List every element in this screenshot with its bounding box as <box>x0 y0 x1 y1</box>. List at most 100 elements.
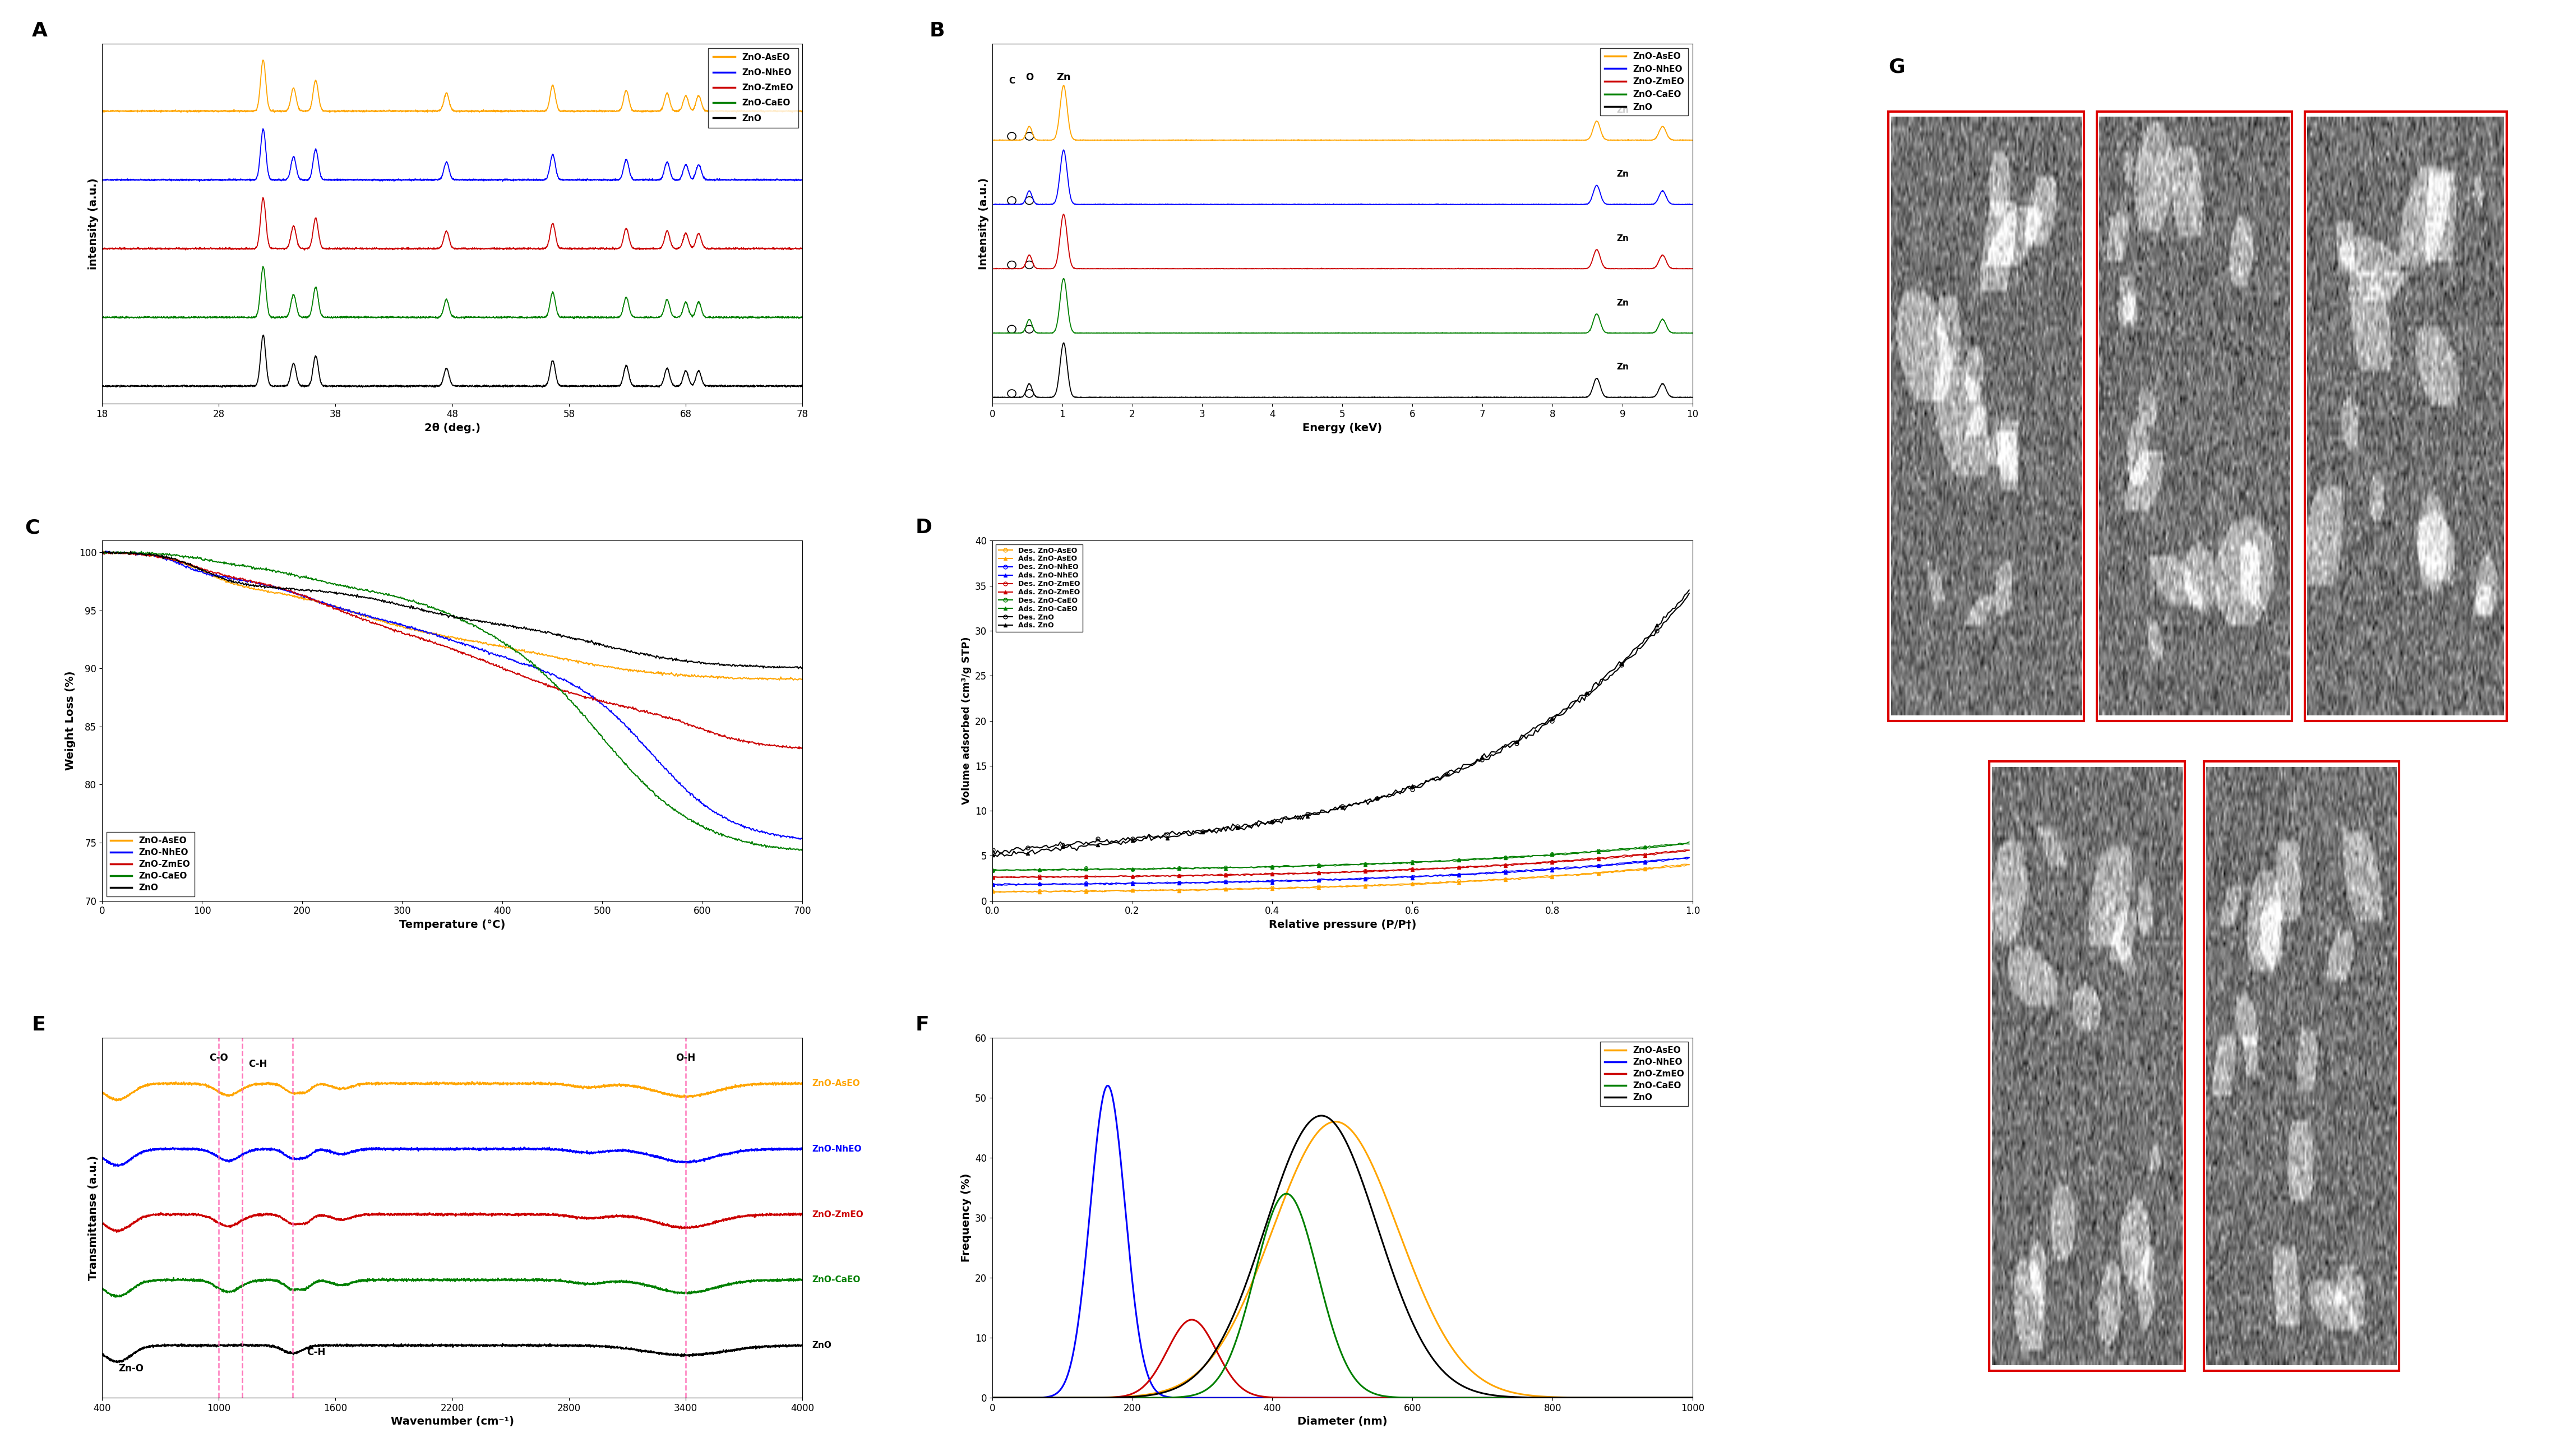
ZnO <box>1298 1109 1329 1127</box>
Ads. ZnO-AsEO <box>1566 866 1597 884</box>
Text: F: F <box>916 1015 929 1034</box>
ZnO-ZmEO <box>370 619 401 636</box>
ZnO-CaEO <box>1298 1252 1329 1270</box>
Bar <box>1990 761 2184 1370</box>
ZnO-NhEO <box>645 756 676 773</box>
Text: ZnO-AsEO: ZnO-AsEO <box>811 1079 860 1088</box>
ZnO-NhEO <box>1092 1077 1122 1095</box>
ZnO-NhEO <box>1528 1389 1559 1406</box>
ZnO-ZmEO <box>1658 1389 1689 1406</box>
ZnO <box>115 543 145 561</box>
Ads. ZnO-ZmEO <box>1673 842 1704 859</box>
ZnO-NhEO <box>977 1389 1008 1406</box>
Ads. ZnO <box>1406 775 1436 792</box>
Legend: Des. ZnO-AsEO, Ads. ZnO-AsEO, Des. ZnO-NhEO, Ads. ZnO-NhEO, Des. ZnO-ZmEO, Ads. : Des. ZnO-AsEO, Ads. ZnO-AsEO, Des. ZnO-N… <box>995 545 1082 632</box>
Ads. ZnO <box>1566 686 1597 703</box>
Des. ZnO-CaEO <box>1395 855 1426 872</box>
Des. ZnO-CaEO <box>980 862 1010 879</box>
Ads. ZnO-AsEO <box>1406 877 1436 894</box>
Ads. ZnO-CaEO <box>1612 842 1643 859</box>
ZnO-AsEO <box>569 655 599 673</box>
Des. ZnO-NhEO <box>1393 869 1423 887</box>
Line: ZnO-NhEO: ZnO-NhEO <box>102 552 804 839</box>
Des. ZnO-AsEO <box>1406 875 1436 893</box>
Ads. ZnO-NhEO <box>1566 858 1597 875</box>
Text: O: O <box>1026 73 1033 83</box>
X-axis label: Wavenumber (cm⁻¹): Wavenumber (cm⁻¹) <box>390 1417 513 1427</box>
Text: ZnO-CaEO: ZnO-CaEO <box>811 1275 860 1284</box>
Text: E: E <box>33 1015 46 1034</box>
ZnO-AsEO <box>370 614 401 632</box>
Y-axis label: intensity (a.u.): intensity (a.u.) <box>89 178 99 269</box>
ZnO-NhEO <box>1658 1389 1689 1406</box>
Line: Ads. ZnO: Ads. ZnO <box>990 588 1691 858</box>
ZnO <box>87 543 117 561</box>
Des. ZnO <box>980 846 1010 863</box>
Text: D: D <box>916 518 931 537</box>
ZnO <box>370 594 401 612</box>
Des. ZnO <box>1566 689 1597 706</box>
Des. ZnO-ZmEO <box>1612 846 1643 863</box>
Des. ZnO-NhEO <box>1671 849 1702 866</box>
ZnO-AsEO <box>1321 1112 1352 1130</box>
ZnO-ZmEO <box>1013 1389 1043 1406</box>
ZnO-CaEO <box>1658 1389 1689 1406</box>
Ads. ZnO-CaEO <box>1406 853 1436 871</box>
Ads. ZnO-CaEO <box>977 862 1008 879</box>
Ads. ZnO-CaEO <box>1668 834 1699 852</box>
ZnO-NhEO <box>1679 1389 1709 1406</box>
ZnO-CaEO <box>87 543 117 561</box>
Ads. ZnO <box>1612 649 1643 667</box>
ZnO-ZmEO <box>786 740 816 757</box>
ZnO <box>1306 1107 1337 1124</box>
Des. ZnO-NhEO <box>1612 855 1643 872</box>
ZnO <box>1528 1389 1559 1406</box>
ZnO-AsEO <box>778 671 809 689</box>
Line: ZnO: ZnO <box>102 552 804 668</box>
Text: C: C <box>1008 77 1015 86</box>
ZnO-ZmEO <box>1319 1389 1349 1406</box>
ZnO-AsEO <box>1013 1389 1043 1406</box>
Ads. ZnO-ZmEO <box>1612 847 1643 865</box>
ZnO <box>1319 1112 1349 1130</box>
Line: Des. ZnO-ZmEO: Des. ZnO-ZmEO <box>992 849 1691 879</box>
ZnO-AsEO <box>1658 1389 1689 1406</box>
Ads. ZnO-NhEO <box>987 877 1018 894</box>
Des. ZnO-ZmEO <box>1393 860 1423 878</box>
Des. ZnO-CaEO <box>977 862 1008 879</box>
Des. ZnO-CaEO <box>990 862 1020 879</box>
Text: G: G <box>1888 57 1906 76</box>
ZnO <box>1658 1389 1689 1406</box>
Bar <box>2204 761 2400 1370</box>
ZnO-CaEO <box>158 546 189 563</box>
Ads. ZnO-NhEO <box>1673 849 1704 866</box>
Line: Des. ZnO-NhEO: Des. ZnO-NhEO <box>992 856 1691 887</box>
ZnO-AsEO <box>89 543 120 561</box>
ZnO <box>395 597 426 614</box>
ZnO-NhEO <box>370 612 401 629</box>
Ads. ZnO-ZmEO <box>980 868 1010 885</box>
Text: ZnO-NhEO: ZnO-NhEO <box>811 1144 862 1153</box>
Text: B: B <box>929 22 944 41</box>
Ads. ZnO-NhEO <box>1612 855 1643 872</box>
ZnO-AsEO <box>1658 1389 1689 1406</box>
Ads. ZnO-CaEO <box>1008 862 1038 879</box>
X-axis label: 2θ (deg.): 2θ (deg.) <box>423 422 480 432</box>
Des. ZnO-NhEO <box>1406 868 1436 885</box>
Ads. ZnO-AsEO <box>980 882 1010 900</box>
Ads. ZnO-ZmEO <box>1395 860 1426 878</box>
Y-axis label: Volume adsorbed (cm³/g STP): Volume adsorbed (cm³/g STP) <box>962 636 972 805</box>
ZnO-NhEO <box>569 683 599 700</box>
Des. ZnO <box>1612 651 1643 668</box>
ZnO-CaEO <box>1528 1389 1559 1406</box>
Ads. ZnO-AsEO <box>977 882 1008 900</box>
ZnO-ZmEO <box>87 543 117 561</box>
Des. ZnO-AsEO <box>1668 856 1699 874</box>
ZnO <box>158 550 189 568</box>
Legend: ZnO-AsEO, ZnO-NhEO, ZnO-ZmEO, ZnO-CaEO, ZnO: ZnO-AsEO, ZnO-NhEO, ZnO-ZmEO, ZnO-CaEO, … <box>107 833 194 897</box>
Y-axis label: Intensity (a.u.): Intensity (a.u.) <box>980 178 990 269</box>
Des. ZnO-CaEO <box>1612 840 1643 858</box>
Ads. ZnO-AsEO <box>1612 862 1643 879</box>
Y-axis label: Weight Loss (%): Weight Loss (%) <box>66 671 77 770</box>
ZnO-CaEO <box>370 585 401 603</box>
